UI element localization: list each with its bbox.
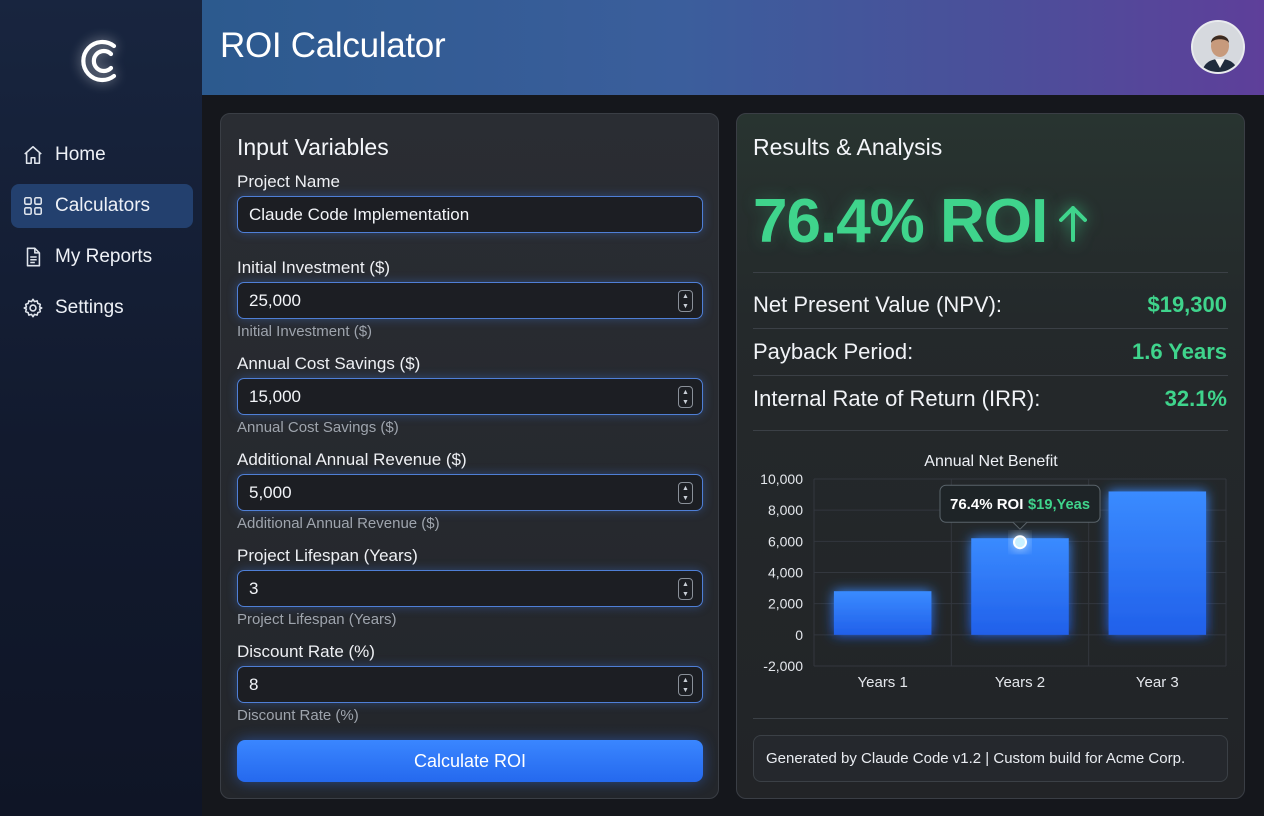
page-title: ROI Calculator xyxy=(220,26,446,65)
chevron-up-icon[interactable]: ▲ xyxy=(682,580,689,588)
sidebar-item-calculators[interactable]: Calculators xyxy=(11,184,193,228)
input-variables-panel: Input Variables Project Name Claude Code… xyxy=(220,113,719,799)
additional-revenue-stepper[interactable]: ▲ ▼ xyxy=(678,482,693,504)
discount-rate-input[interactable]: 8 ▲ ▼ xyxy=(237,666,703,703)
annual-savings-input[interactable]: 15,000 ▲ ▼ xyxy=(237,378,703,415)
initial-investment-hint: Initial Investment ($) xyxy=(237,323,373,340)
arrow-up-icon xyxy=(1059,206,1087,242)
x-tick-label: Year 3 xyxy=(1136,674,1179,691)
y-tick-label: -2,000 xyxy=(763,658,803,674)
tooltip-pointer xyxy=(1012,521,1028,530)
sidebar-item-label: Settings xyxy=(55,297,124,318)
gear-icon xyxy=(21,296,45,320)
initial-investment-input[interactable]: 25,000 ▲ ▼ xyxy=(237,282,703,319)
tooltip-value: $19,Yeas xyxy=(1028,496,1090,513)
grid-icon xyxy=(21,194,45,218)
app-logo[interactable] xyxy=(72,32,130,90)
x-tick-label: Years 1 xyxy=(858,674,908,691)
discount-rate-hint: Discount Rate (%) xyxy=(237,707,359,724)
project-name-value: Claude Code Implementation xyxy=(249,204,470,224)
roi-value: 76.4% ROI xyxy=(753,187,1048,256)
payback-value: 1.6 Years xyxy=(1131,339,1227,364)
sidebar-item-home[interactable]: Home xyxy=(11,133,193,177)
y-tick-label: 6,000 xyxy=(768,533,803,549)
y-tick-label: 10,000 xyxy=(760,471,803,487)
chevron-down-icon[interactable]: ▼ xyxy=(682,590,689,598)
results-panel: Results & Analysis 76.4% ROI Net Present… xyxy=(736,113,1245,799)
logo-icon xyxy=(81,39,117,83)
divider xyxy=(753,430,1228,431)
npv-label: Net Present Value (NPV): xyxy=(753,292,1003,317)
chevron-down-icon[interactable]: ▼ xyxy=(682,686,689,694)
panel-title: Results & Analysis xyxy=(753,134,943,160)
additional-revenue-label: Additional Annual Revenue ($) xyxy=(237,450,467,469)
sidebar: Home Calculators My Reports Settings xyxy=(0,0,202,816)
lifespan-value: 3 xyxy=(249,578,259,598)
lifespan-input[interactable]: 3 ▲ ▼ xyxy=(237,570,703,607)
payback-label: Payback Period: xyxy=(753,339,914,364)
annual-savings-label: Annual Cost Savings ($) xyxy=(237,354,421,373)
y-tick-label: 2,000 xyxy=(768,596,803,612)
sidebar-item-settings[interactable]: Settings xyxy=(11,286,193,330)
chart-bar xyxy=(971,538,1069,635)
sidebar-item-label: Calculators xyxy=(55,195,151,216)
additional-revenue-value: 5,000 xyxy=(249,482,292,502)
divider xyxy=(753,328,1228,329)
divider xyxy=(753,718,1228,719)
chevron-down-icon[interactable]: ▼ xyxy=(682,398,689,406)
additional-revenue-input[interactable]: 5,000 ▲ ▼ xyxy=(237,474,703,511)
annual-savings-hint: Annual Cost Savings ($) xyxy=(237,419,399,436)
chart-svg: Annual Net Benefit 10,000 8,000 6,000 4,000 2… xyxy=(760,453,1227,691)
npv-value: $19,300 xyxy=(1147,292,1227,317)
sidebar-nav: Home Calculators My Reports Settings xyxy=(11,133,193,337)
initial-investment-value: 25,000 xyxy=(249,290,301,310)
initial-investment-label: Initial Investment ($) xyxy=(237,258,391,277)
top-header: ROI Calculator xyxy=(202,0,1264,95)
home-icon xyxy=(21,143,45,167)
initial-investment-stepper[interactable]: ▲ ▼ xyxy=(678,290,693,312)
sidebar-item-label: Home xyxy=(55,144,106,165)
chart-title: Annual Net Benefit xyxy=(924,453,1058,470)
divider xyxy=(753,375,1228,376)
user-avatar-icon xyxy=(1193,22,1243,72)
irr-label: Internal Rate of Return (IRR): xyxy=(753,386,1041,411)
annual-savings-value: 15,000 xyxy=(249,386,301,406)
lifespan-label: Project Lifespan (Years) xyxy=(237,546,418,565)
annual-net-benefit-chart: Annual Net Benefit 10,000 8,000 6,000 4,000 2… xyxy=(737,444,1246,704)
discount-rate-label: Discount Rate (%) xyxy=(237,642,375,661)
x-tick-label: Years 2 xyxy=(995,674,1045,691)
sidebar-item-my-reports[interactable]: My Reports xyxy=(11,235,193,279)
calculate-roi-button[interactable]: Calculate ROI xyxy=(237,740,703,782)
chevron-up-icon[interactable]: ▲ xyxy=(682,388,689,396)
y-tick-label: 0 xyxy=(795,627,803,643)
chevron-down-icon[interactable]: ▼ xyxy=(682,302,689,310)
footer-note: Generated by Claude Code v1.2 | Custom b… xyxy=(753,735,1228,782)
divider xyxy=(753,272,1228,273)
sidebar-item-label: My Reports xyxy=(55,246,153,267)
y-tick-label: 4,000 xyxy=(768,565,803,581)
chart-bar xyxy=(833,591,932,635)
annual-savings-stepper[interactable]: ▲ ▼ xyxy=(678,386,693,408)
irr-value: 32.1% xyxy=(1164,386,1227,411)
document-icon xyxy=(21,245,45,269)
project-name-label: Project Name xyxy=(237,172,340,191)
chevron-up-icon[interactable]: ▲ xyxy=(682,292,689,300)
chevron-down-icon[interactable]: ▼ xyxy=(682,494,689,502)
panel-title: Input Variables xyxy=(237,134,389,160)
project-name-input[interactable]: Claude Code Implementation xyxy=(237,196,703,233)
y-tick-label: 8,000 xyxy=(768,502,803,518)
additional-revenue-hint: Additional Annual Revenue ($) xyxy=(237,515,440,532)
lifespan-stepper[interactable]: ▲ ▼ xyxy=(678,578,693,600)
chart-bar xyxy=(1108,491,1207,635)
tooltip-roi: 76.4% ROI xyxy=(950,496,1023,513)
chevron-up-icon[interactable]: ▲ xyxy=(682,676,689,684)
avatar[interactable] xyxy=(1191,20,1245,74)
discount-rate-stepper[interactable]: ▲ ▼ xyxy=(678,674,693,696)
lifespan-hint: Project Lifespan (Years) xyxy=(237,611,397,628)
chevron-up-icon[interactable]: ▲ xyxy=(682,484,689,492)
discount-rate-value: 8 xyxy=(249,674,259,694)
tooltip-point xyxy=(1013,535,1027,550)
